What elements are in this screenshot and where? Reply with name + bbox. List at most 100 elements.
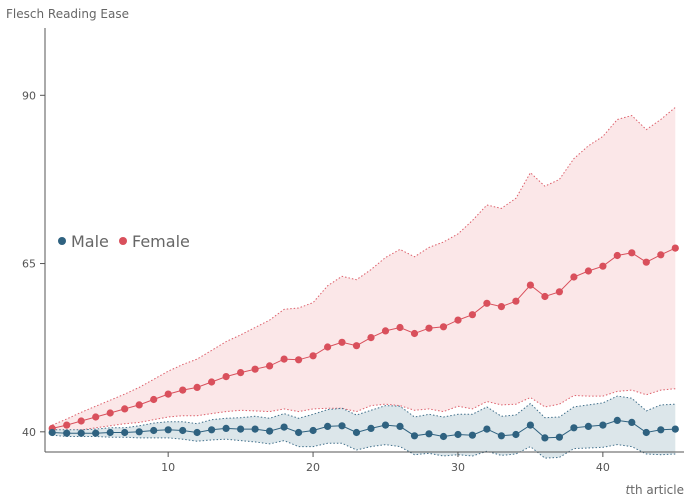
y-tick-label: 65 (22, 258, 36, 271)
x-tick-label: 20 (306, 461, 320, 474)
female-point (251, 365, 259, 373)
male-point (237, 425, 245, 433)
female-point (280, 355, 288, 363)
axes (44, 28, 684, 453)
male-point (642, 428, 650, 437)
male-point (121, 428, 129, 437)
legend-female-marker (119, 237, 127, 245)
male-point (512, 430, 520, 439)
male-point (425, 430, 433, 438)
male-band (52, 396, 676, 459)
male-point (526, 421, 535, 429)
female-point (512, 297, 520, 305)
male-point (92, 429, 100, 437)
male-point (671, 425, 679, 433)
male-point (280, 423, 288, 431)
female-point (555, 288, 564, 296)
x-ticks: 10 20 30 40 (161, 452, 610, 474)
female-point (570, 273, 578, 281)
female-point (526, 281, 535, 289)
female-point (92, 413, 100, 421)
female-band-lower (52, 388, 676, 433)
male-point (541, 434, 549, 442)
legend-male-marker (58, 237, 66, 245)
female-point (179, 386, 187, 394)
male-point (396, 422, 404, 430)
male-point (570, 424, 578, 432)
female-point (613, 251, 621, 260)
male-point (599, 421, 607, 429)
male-point (555, 433, 564, 441)
female-band (52, 107, 676, 432)
female-point (628, 249, 636, 257)
male-point (454, 430, 462, 439)
y-tick-label: 40 (22, 426, 36, 439)
male-point (657, 426, 665, 434)
male-point (497, 432, 505, 440)
male-point (468, 431, 476, 439)
female-point (425, 324, 433, 332)
female-point (150, 395, 158, 404)
male-point (338, 422, 346, 430)
female-point (657, 251, 665, 259)
male-point (295, 428, 303, 437)
male-point (63, 429, 71, 437)
female-point (642, 258, 650, 266)
female-point (483, 299, 491, 307)
female-point (338, 338, 346, 346)
male-point (77, 429, 85, 437)
male-point (135, 428, 143, 436)
female-point (237, 369, 245, 377)
male-point (193, 428, 201, 437)
male-point (150, 426, 158, 435)
male-point (439, 432, 448, 441)
male-point (251, 425, 259, 433)
male-point (584, 422, 593, 430)
female-point (396, 323, 404, 332)
female-point (367, 334, 375, 342)
legend-female-label: Female (132, 232, 190, 251)
female-point (584, 267, 593, 275)
male-point (179, 426, 187, 435)
legend: Male Female (58, 232, 190, 251)
female-point (497, 303, 505, 311)
male-point (381, 421, 390, 429)
male-point (266, 427, 274, 435)
female-point (439, 323, 448, 331)
female-point (309, 352, 317, 360)
female-point (599, 262, 607, 270)
female-point (266, 362, 274, 370)
female-point (410, 329, 419, 338)
female-point (164, 390, 172, 398)
female-point (77, 417, 85, 425)
x-tick-label: 30 (451, 461, 465, 474)
male-point (48, 428, 56, 437)
female-point (541, 292, 549, 301)
male-point (628, 418, 636, 426)
x-axis-title-italic: t (626, 483, 632, 497)
x-axis-title: tth article (626, 483, 684, 497)
male-point (222, 424, 230, 432)
legend-male-label: Male (71, 232, 109, 251)
female-point (208, 378, 216, 386)
female-point (671, 244, 679, 252)
female-point (454, 316, 462, 324)
female-point (352, 342, 361, 350)
female-point (324, 343, 332, 351)
female-point (193, 383, 201, 391)
male-point (483, 425, 491, 433)
male-point (613, 416, 621, 424)
x-tick-label: 10 (161, 461, 175, 474)
male-point (164, 426, 172, 434)
male-point (324, 422, 332, 430)
female-point (295, 356, 303, 364)
male-point (410, 432, 419, 440)
female-point (121, 405, 129, 413)
female-point (106, 409, 114, 417)
female-point (468, 311, 476, 319)
series-points (48, 244, 679, 442)
female-point (381, 327, 390, 335)
male-band-lower (52, 434, 676, 459)
y-axis-title: Flesch Reading Ease (6, 7, 129, 21)
